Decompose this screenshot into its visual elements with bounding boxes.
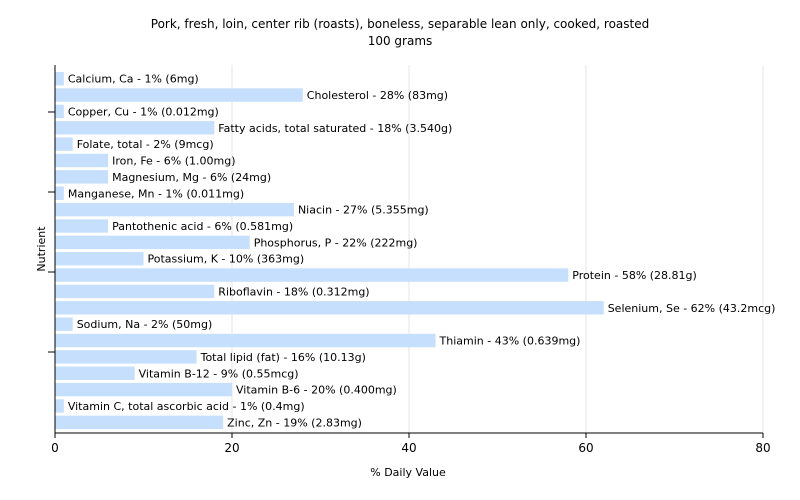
bar-label: Folate, total - 2% (9mcg) [77, 138, 214, 151]
x-tick-label: 40 [401, 441, 416, 455]
bar [55, 382, 232, 397]
bar [55, 333, 436, 348]
bar [55, 137, 73, 151]
bar-label: Riboflavin - 18% (0.312mg) [218, 285, 369, 298]
bars: Calcium, Ca - 1% (6mg) Cholesterol - 28% … [55, 72, 775, 429]
bar [55, 235, 250, 250]
x-tick-label: 60 [578, 441, 593, 455]
bar [55, 252, 144, 266]
bar-label: Iron, Fe - 6% (1.00mg) [112, 155, 235, 168]
x-tick-label: 20 [224, 441, 239, 455]
bar [55, 202, 294, 217]
bar [55, 317, 73, 331]
bar-label: Zinc, Zn - 19% (2.83mg) [227, 416, 362, 429]
bar [55, 153, 109, 168]
bar [55, 72, 64, 86]
bar [55, 350, 197, 364]
bar [55, 219, 109, 233]
bar [55, 284, 215, 299]
bar [55, 301, 604, 315]
bar-label: Cholesterol - 28% (83mg) [307, 89, 448, 102]
bar-label: Protein - 58% (28.81g) [572, 269, 697, 282]
bar-label: Thiamin - 43% (0.639mg) [439, 335, 581, 348]
y-axis-label: Nutrient [35, 226, 48, 272]
bar [55, 399, 64, 413]
bar-label: Copper, Cu - 1% (0.012mg) [68, 105, 219, 118]
chart-subtitle: 100 grams [368, 34, 433, 48]
bar-label: Vitamin B-6 - 20% (0.400mg) [236, 384, 397, 397]
bar [55, 268, 569, 282]
bar [55, 186, 64, 200]
bar [55, 121, 215, 135]
bar [55, 88, 303, 102]
bar-label: Vitamin C, total ascorbic acid - 1% (0.4… [68, 400, 305, 413]
bar-label: Total lipid (fat) - 16% (10.13g) [200, 351, 366, 364]
bar-label: Phosphorus, P - 22% (222mg) [254, 236, 418, 249]
bar [55, 415, 224, 430]
x-ticks: 0 20 40 60 80 [48, 111, 771, 455]
bar-label: Niacin - 27% (5.355mg) [298, 204, 429, 217]
bar-label: Potassium, K - 10% (363mg) [148, 253, 305, 266]
bar-label: Fatty acids, total saturated - 18% (3.54… [218, 122, 452, 135]
chart-title: Pork, fresh, loin, center rib (roasts), … [151, 17, 649, 31]
x-tick-label: 0 [51, 441, 59, 455]
bar-label: Selenium, Se - 62% (43.2mcg) [608, 302, 776, 315]
bar-label: Calcium, Ca - 1% (6mg) [68, 73, 199, 86]
x-tick-label: 80 [755, 441, 770, 455]
bar-label: Sodium, Na - 2% (50mg) [77, 318, 213, 331]
bar-label: Magnesium, Mg - 6% (24mg) [112, 171, 271, 184]
bar [55, 104, 64, 119]
bar-label: Vitamin B-12 - 9% (0.55mcg) [139, 367, 299, 380]
bar [55, 170, 109, 184]
x-axis-label: % Daily Value [370, 466, 446, 479]
bar [55, 366, 135, 380]
bar-label: Manganese, Mn - 1% (0.011mg) [68, 187, 244, 200]
bar-label: Pantothenic acid - 6% (0.581mg) [112, 220, 293, 233]
